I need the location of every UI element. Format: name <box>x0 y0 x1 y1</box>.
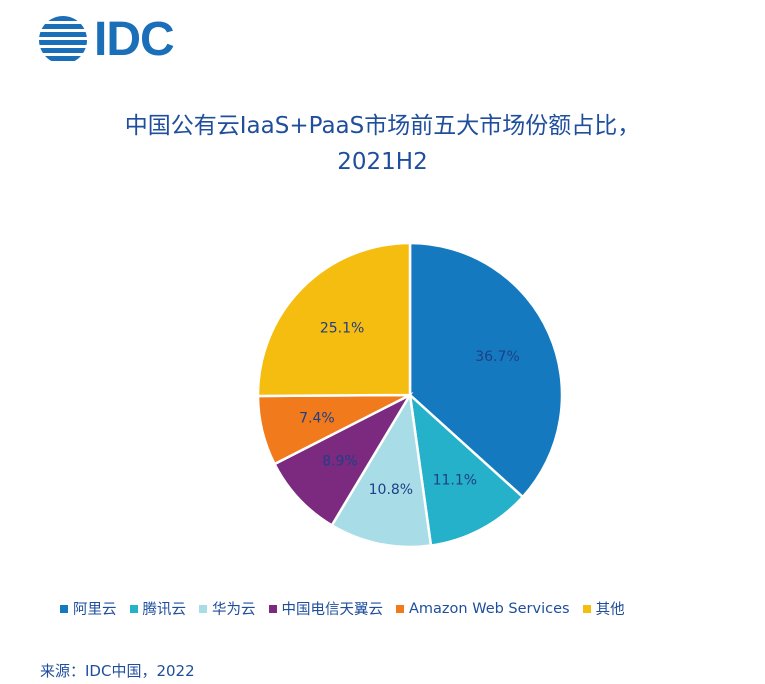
legend-label: 华为云 <box>212 602 256 618</box>
pie-slice <box>256 241 412 398</box>
legend-swatch <box>129 604 138 613</box>
chart-legend: 阿里云 腾讯云 华为云 中国电信天翼云 Amazon Web Services 其他 <box>60 598 760 619</box>
legend-label: 阿里云 <box>73 602 117 618</box>
chart-subtitle: 2021H2 <box>337 149 428 175</box>
logo-text: IDC <box>94 13 175 66</box>
pie-data-label: 11.1% <box>433 473 477 489</box>
legend-item: 阿里云 <box>60 598 117 619</box>
pie-data-label: 8.9% <box>322 453 358 469</box>
chart-title-block: 中国公有云IaaS+PaaS市场前五大市场份额占比， 2021H2 <box>0 108 765 180</box>
legend-item: 其他 <box>582 598 625 619</box>
legend-swatch <box>60 604 68 613</box>
source-note: 来源：IDC中国，2022 <box>40 662 195 680</box>
chart-title: 中国公有云IaaS+PaaS市场前五大市场份额占比， <box>124 113 641 139</box>
pie-data-label: 7.4% <box>299 411 335 427</box>
pie-data-label: 25.1% <box>320 321 364 337</box>
legend-swatch <box>268 604 277 613</box>
idc-logo: IDC <box>38 12 175 68</box>
legend-item: 华为云 <box>199 598 256 619</box>
pie-slice <box>408 241 564 499</box>
legend-label: Amazon Web Services <box>409 600 570 617</box>
legend-label: 腾讯云 <box>142 602 187 618</box>
legend-item: Amazon Web Services <box>396 601 570 617</box>
pie-slice <box>408 391 525 547</box>
pie-data-label: 36.7% <box>475 349 519 365</box>
pie-data-label: 10.8% <box>369 482 413 498</box>
pie-slice <box>330 391 433 549</box>
legend-item: 中国电信天翼云 <box>268 598 384 619</box>
pie-slice <box>272 391 414 528</box>
legend-label: 其他 <box>595 602 625 618</box>
legend-item: 腾讯云 <box>129 598 187 619</box>
globe-icon <box>39 16 87 61</box>
legend-label: 中国电信天翼云 <box>281 602 384 618</box>
legend-swatch <box>582 604 591 613</box>
legend-swatch <box>199 604 207 613</box>
legend-swatch <box>396 604 404 613</box>
